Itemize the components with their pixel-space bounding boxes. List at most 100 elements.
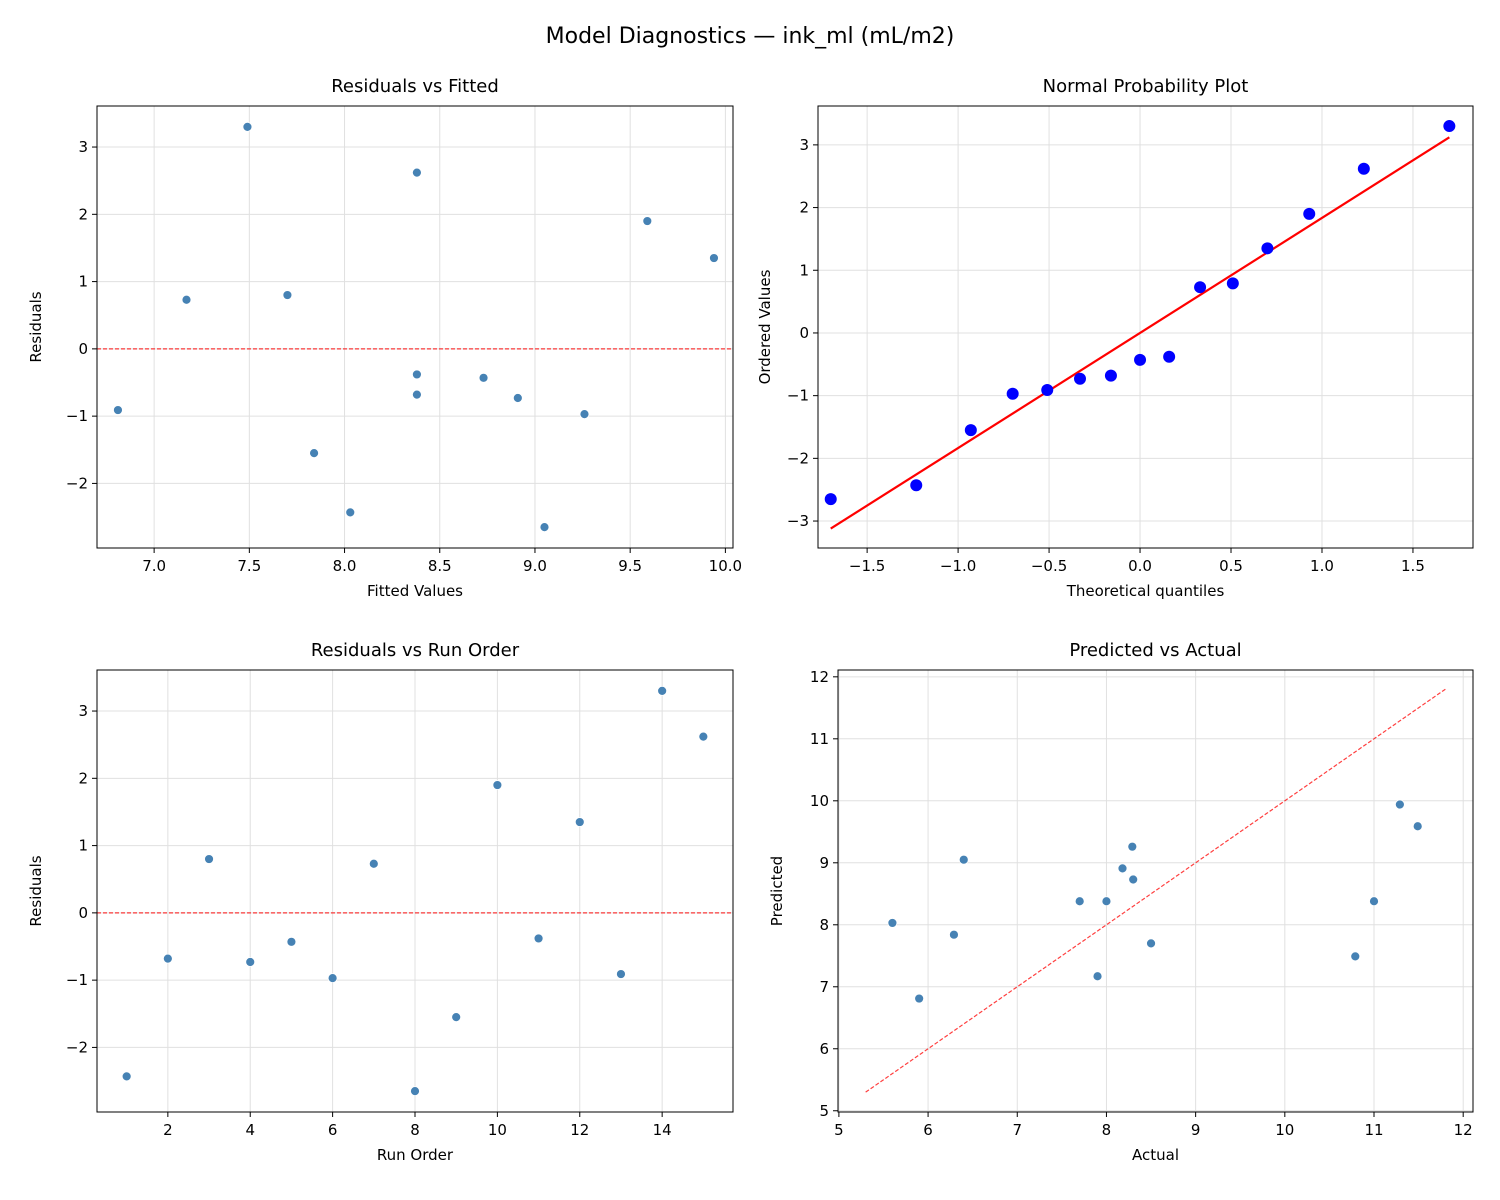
x-tick-label: −0.5 (1031, 557, 1067, 575)
y-tick-label: 3 (78, 702, 88, 720)
y-tick-label: 1 (78, 837, 88, 855)
data-point (242, 121, 253, 132)
data-point (282, 290, 293, 300)
data-point (698, 731, 709, 742)
x-tick-label: 9.0 (523, 557, 547, 575)
data-point (1226, 277, 1239, 290)
y-tick-label: 0 (78, 904, 88, 922)
y-tick-label: 2 (78, 769, 88, 787)
data-point (286, 936, 297, 947)
x-tick-label: 5 (834, 1121, 844, 1139)
x-tick-label: 1.0 (1310, 557, 1334, 575)
data-point (709, 253, 719, 263)
y-tick-label: 12 (810, 668, 829, 686)
y-tick-label: −1 (787, 387, 809, 405)
y-tick-label: 11 (810, 730, 829, 748)
data-point (1128, 874, 1139, 885)
data-point (1092, 971, 1103, 982)
x-tick-label: 10 (488, 1121, 507, 1139)
data-point (964, 424, 977, 437)
identity-line (865, 688, 1446, 1093)
y-axis-label: Predicted (768, 856, 786, 926)
y-tick-label: −3 (787, 512, 809, 530)
y-tick-label: 1 (799, 261, 809, 279)
data-point (1163, 350, 1176, 363)
x-tick-label: 6 (923, 1121, 933, 1139)
y-tick-label: 10 (810, 792, 829, 810)
data-point (451, 1012, 462, 1023)
y-tick-label: −2 (787, 449, 809, 467)
x-tick-label: −1.0 (940, 557, 976, 575)
data-point (492, 780, 503, 790)
y-tick-label: 8 (819, 916, 829, 934)
x-axis-label: Actual (1132, 1146, 1179, 1164)
x-tick-label: 8.5 (428, 557, 452, 575)
x-tick-label: 7 (1012, 1121, 1022, 1139)
subplot-title: Normal Probability Plot (1043, 76, 1249, 97)
data-point (368, 858, 379, 869)
y-tick-label: 5 (819, 1102, 829, 1120)
data-point (412, 167, 422, 178)
data-point (914, 993, 925, 1004)
data-point (539, 522, 550, 533)
y-tick-label: 6 (819, 1040, 829, 1058)
data-point (949, 929, 959, 940)
x-tick-label: 11 (1364, 1121, 1383, 1139)
subplot-1: 7.0 7.5 8.0 8.5 9.0 9.5 10.0 −2 −1 0 1 2 3 Residuals … (27, 76, 742, 600)
data-point (1127, 841, 1138, 852)
data-point (887, 918, 898, 928)
data-point (1074, 896, 1085, 907)
data-point (113, 405, 123, 415)
data-point (327, 973, 338, 984)
data-point (1104, 369, 1117, 382)
x-axis-label: Theoretical quantiles (1066, 582, 1225, 600)
data-point (412, 389, 422, 400)
x-tick-label: −1.5 (849, 557, 885, 575)
x-tick-label: 8 (1102, 1121, 1112, 1139)
x-tick-label: 7.5 (237, 557, 261, 575)
y-tick-label: −1 (66, 971, 88, 989)
data-point (204, 854, 214, 864)
data-point (574, 817, 585, 827)
data-point (1443, 120, 1456, 133)
y-axis-label: Ordered Values (756, 269, 774, 384)
y-tick-label: −2 (66, 474, 88, 492)
x-tick-label: 0.0 (1128, 557, 1152, 575)
y-tick-label: 1 (78, 273, 88, 291)
y-tick-label: −1 (66, 407, 88, 425)
data-point (162, 953, 173, 964)
data-point (1101, 896, 1112, 907)
data-point (512, 393, 523, 403)
y-tick-label: 2 (799, 199, 809, 217)
x-tick-label: 6 (328, 1121, 338, 1139)
data-point (410, 1086, 420, 1097)
x-axis-label: Run Order (377, 1146, 454, 1164)
data-point (1412, 821, 1423, 832)
data-point (121, 1071, 132, 1082)
x-tick-label: 7.0 (142, 557, 166, 575)
axes-frame (817, 105, 1474, 549)
data-point (824, 493, 837, 506)
data-point (1357, 162, 1370, 175)
data-point (1194, 281, 1207, 294)
data-point (616, 969, 626, 979)
y-axis-label: Residuals (27, 291, 45, 362)
axes-frame (96, 105, 734, 549)
data-point (910, 479, 923, 492)
x-tick-label: 12 (1454, 1121, 1473, 1139)
y-tick-label: 9 (819, 854, 829, 872)
x-tick-label: 10.0 (709, 557, 742, 575)
data-point (1006, 387, 1019, 400)
data-point (1394, 799, 1405, 810)
x-axis-label: Fitted Values (367, 582, 463, 600)
x-tick-label: 2 (163, 1121, 173, 1139)
data-point (533, 933, 544, 944)
data-point (412, 369, 422, 380)
data-point (657, 685, 668, 696)
y-tick-label: 0 (799, 324, 809, 342)
data-point (1350, 951, 1361, 962)
data-point (579, 409, 590, 420)
data-point (1146, 938, 1156, 949)
subplot-2: −1.5 −1.0 −0.5 0.0 0.5 1.0 1.5 −3 −2 −1 0 1 2 3 Normal… (756, 76, 1474, 600)
